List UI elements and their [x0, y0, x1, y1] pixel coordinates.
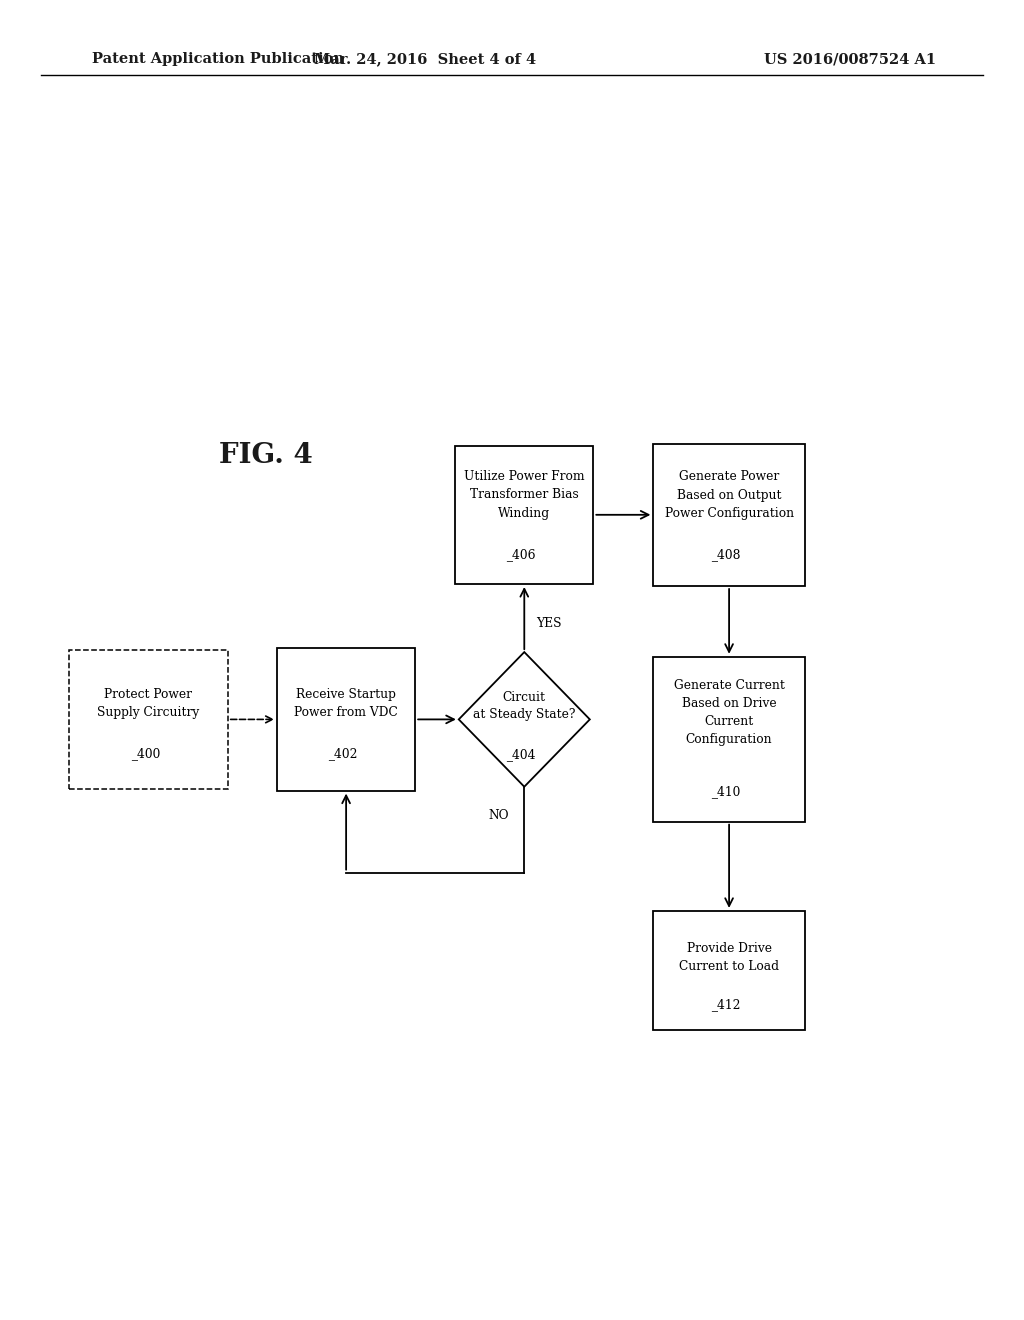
Bar [69, 649, 227, 788]
Text: Patent Application Publication: Patent Application Publication [92, 53, 344, 66]
Text: ̲406: ̲406 [513, 548, 536, 561]
Text: Protect Power
Supply Circuitry: Protect Power Supply Circuitry [97, 688, 200, 719]
Text: FIG. 4: FIG. 4 [219, 442, 313, 469]
Text: Generate Current
Based on Drive
Current
Configuration: Generate Current Based on Drive Current … [674, 680, 784, 746]
Bar [455, 446, 594, 583]
Text: ̲412: ̲412 [718, 998, 740, 1011]
Bar [653, 911, 805, 1030]
Text: ̲400: ̲400 [137, 747, 160, 760]
Text: ̲402: ̲402 [335, 747, 357, 760]
Text: US 2016/0087524 A1: US 2016/0087524 A1 [764, 53, 936, 66]
Text: ̲404: ̲404 [513, 748, 536, 762]
Text: Receive Startup
Power from VDC: Receive Startup Power from VDC [294, 688, 398, 719]
Text: Generate Power
Based on Output
Power Configuration: Generate Power Based on Output Power Con… [665, 470, 794, 520]
Text: Provide Drive
Current to Load: Provide Drive Current to Load [679, 941, 779, 973]
Text: YES: YES [537, 616, 562, 630]
Text: NO: NO [488, 809, 509, 822]
Text: ̲408: ̲408 [718, 548, 740, 561]
Bar [653, 444, 805, 586]
Text: Mar. 24, 2016  Sheet 4 of 4: Mar. 24, 2016 Sheet 4 of 4 [314, 53, 536, 66]
Bar [276, 648, 416, 791]
Text: Circuit
at Steady State?: Circuit at Steady State? [473, 692, 575, 721]
Text: ̲410: ̲410 [718, 785, 740, 799]
Polygon shape [459, 652, 590, 787]
Text: Utilize Power From
Transformer Bias
Winding: Utilize Power From Transformer Bias Wind… [464, 470, 585, 520]
Bar [653, 657, 805, 821]
